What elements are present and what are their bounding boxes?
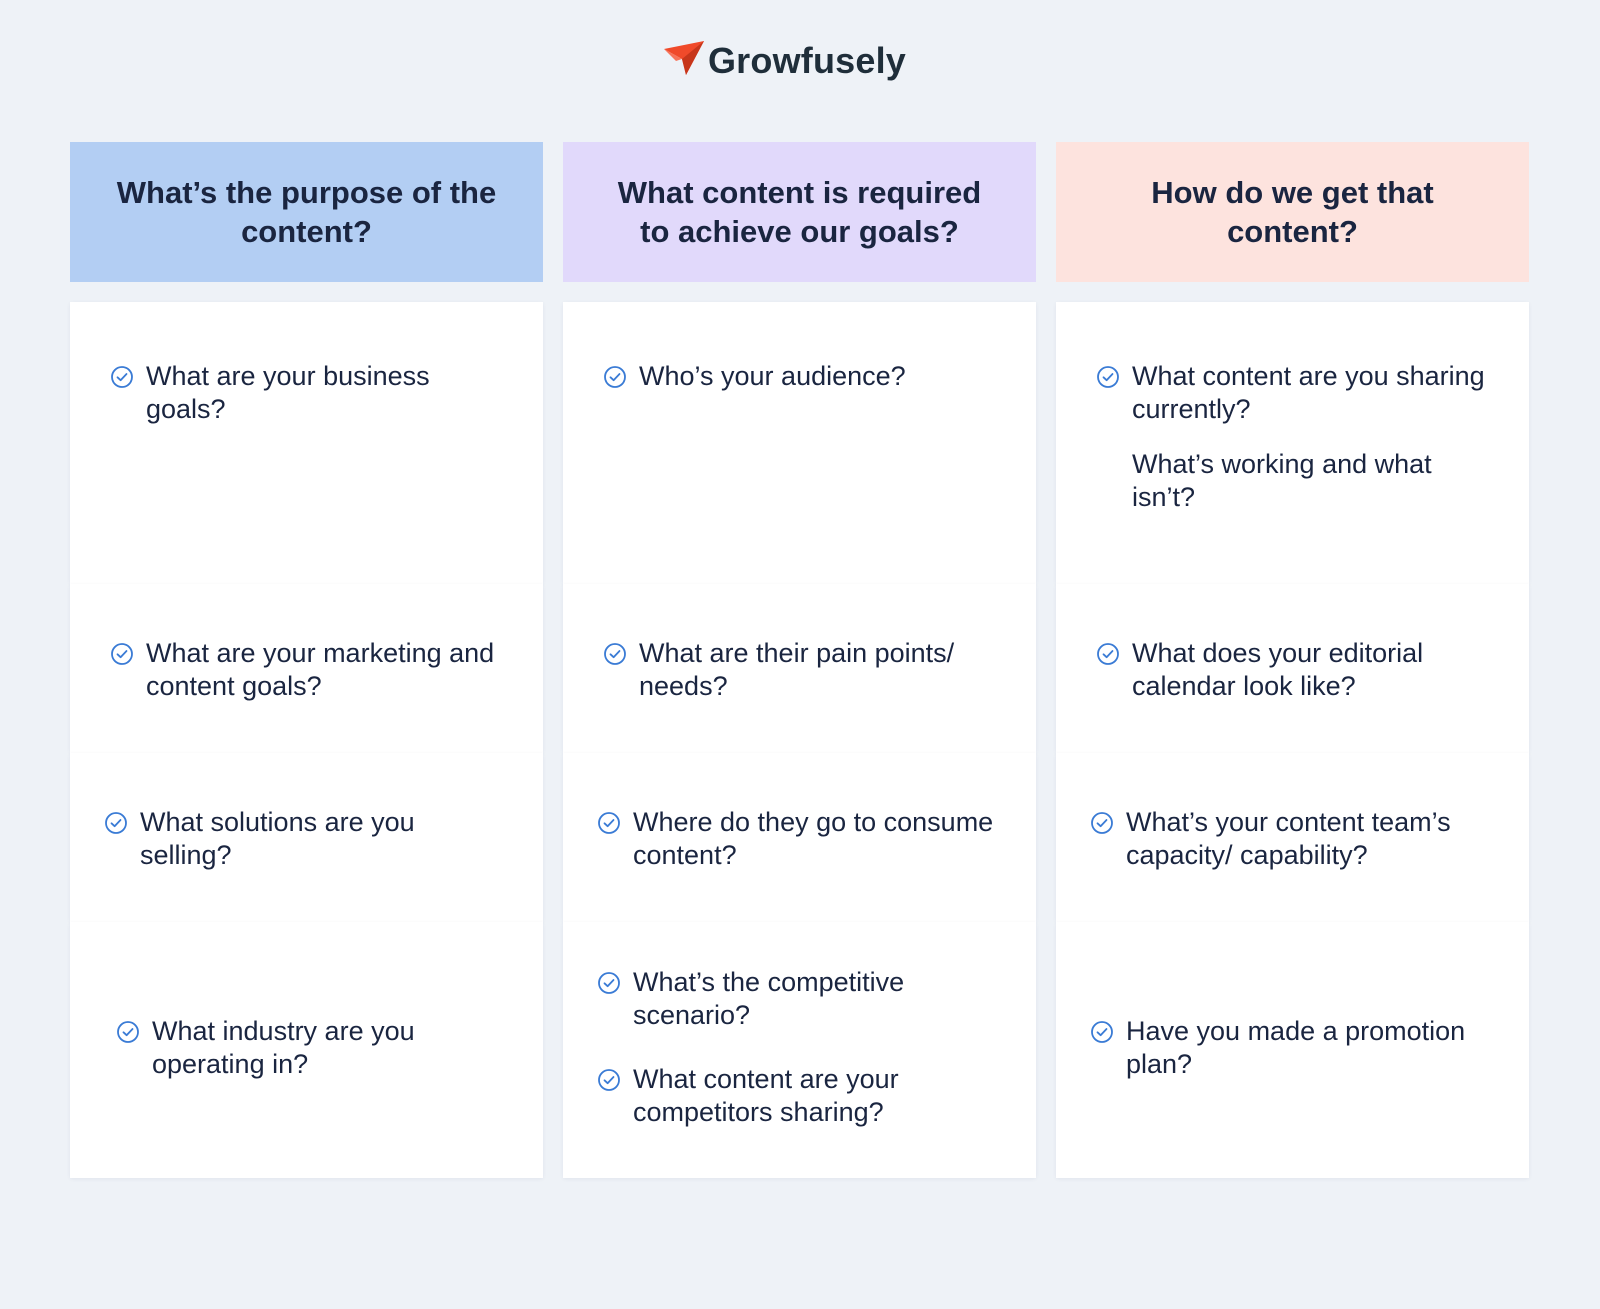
list-note: What’s working and what isn’t? (1132, 449, 1432, 512)
column-header-purpose: What’s the purpose of the content? (70, 142, 543, 282)
check-circle-icon (598, 972, 620, 994)
brand-logo: Growfusely (0, 40, 1600, 82)
list-item: Who’s your audience? (603, 360, 996, 393)
card: What’s the competitive scenario? What co… (563, 922, 1036, 1178)
check-circle-icon (105, 812, 127, 834)
card: What are your business goals? (70, 302, 543, 584)
check-circle-icon (111, 366, 133, 388)
list-item: What are your business goals? (110, 360, 503, 426)
check-circle-icon (604, 643, 626, 665)
check-circle-icon (111, 643, 133, 665)
check-circle-icon (1091, 1021, 1113, 1043)
check-circle-icon (598, 1069, 620, 1091)
check-circle-icon (117, 1021, 139, 1043)
card: Have you made a promotion plan? (1056, 922, 1529, 1178)
check-circle-icon (598, 812, 620, 834)
card: What industry are you operating in? (70, 922, 543, 1178)
list-item: What’s your content team’s capacity/ cap… (1090, 806, 1499, 872)
list-item: What are your marketing and content goal… (110, 637, 503, 703)
list-item: What industry are you operating in? (116, 1015, 503, 1081)
paper-plane-icon (663, 41, 704, 75)
check-circle-icon (1097, 366, 1119, 388)
brand-name: Growfusely (707, 40, 907, 81)
list-item: What are their pain points/ needs? (603, 637, 996, 703)
list-item: Have you made a promotion plan? (1090, 1015, 1499, 1081)
list-item: What solutions are you selling? (104, 806, 503, 872)
card: What does your editorial calendar look l… (1056, 584, 1529, 753)
list-item: What’s the competitive scenario? (597, 966, 996, 1032)
check-circle-icon (1091, 812, 1113, 834)
card: What are their pain points/ needs? (563, 584, 1036, 753)
content-planning-grid: What’s the purpose of the content? What … (70, 142, 1529, 1178)
check-circle-icon (604, 366, 626, 388)
card: Who’s your audience? (563, 302, 1036, 584)
column-header-content-required: What content is required to achieve our … (563, 142, 1036, 282)
list-item: What content are you sharing currently? (1096, 360, 1489, 426)
list-item: What content are your competitors sharin… (597, 1063, 996, 1129)
card: What solutions are you selling? (70, 753, 543, 922)
card: What content are you sharing currently? … (1056, 302, 1529, 584)
card: Where do they go to consume content? (563, 753, 1036, 922)
list-item: Where do they go to consume content? (597, 806, 996, 872)
card: What’s your content team’s capacity/ cap… (1056, 753, 1529, 922)
card: What are your marketing and content goal… (70, 584, 543, 753)
check-circle-icon (1097, 643, 1119, 665)
list-item: What does your editorial calendar look l… (1096, 637, 1489, 703)
column-header-how-to-get: How do we get that content? (1056, 142, 1529, 282)
